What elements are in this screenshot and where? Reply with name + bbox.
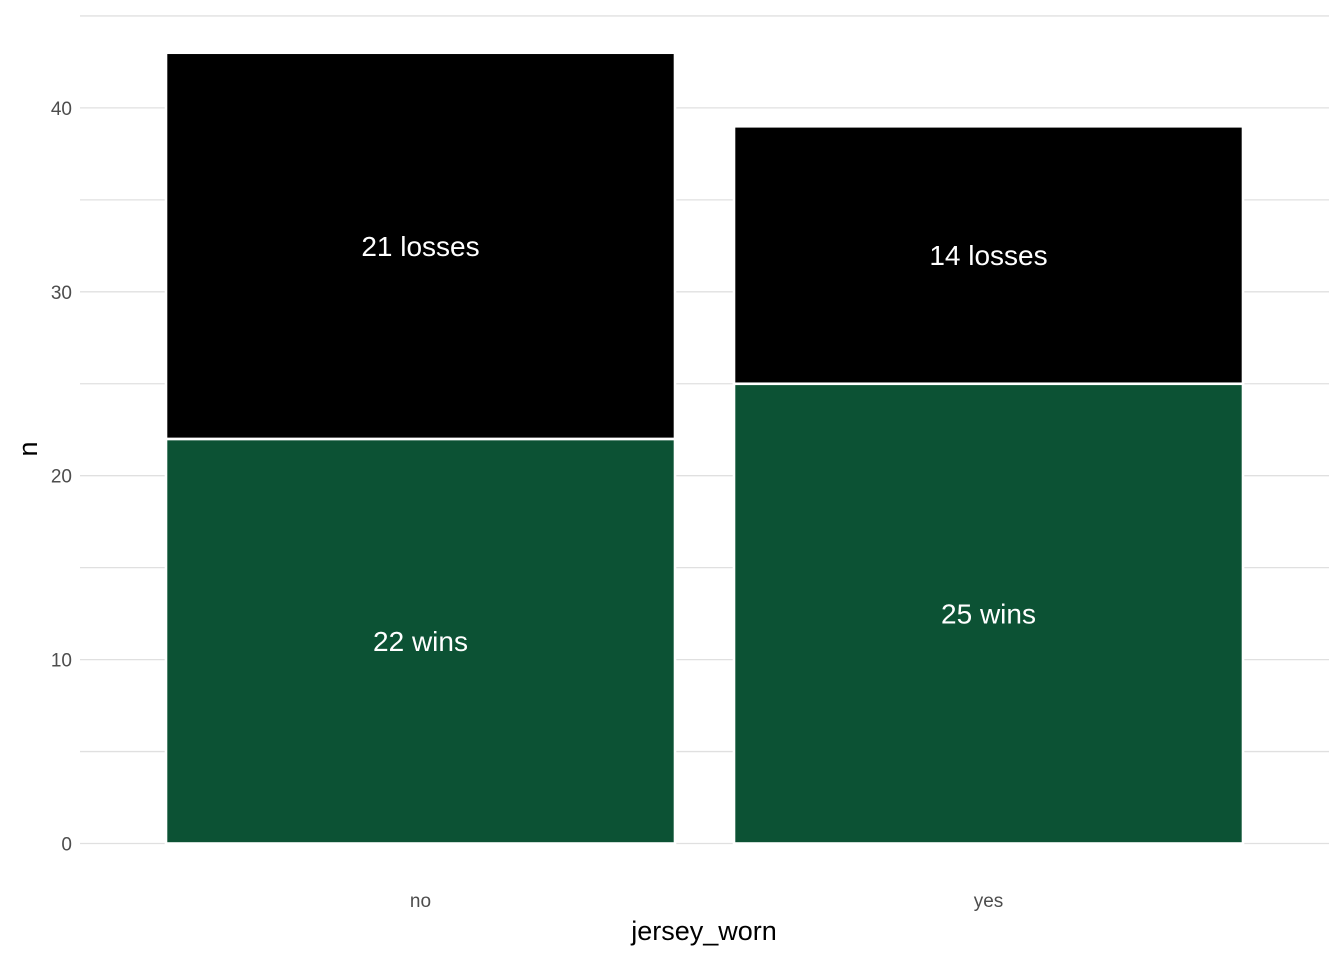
x-tick-label: yes (974, 891, 1004, 912)
y-axis-title: n (13, 441, 43, 456)
bar-label-losses-no: 21 losses (361, 231, 479, 262)
bar-label-wins-yes: 25 wins (941, 599, 1036, 630)
axis-layer: 0 10 20 30 40 no yes (51, 99, 1003, 912)
y-tick-label: 10 (51, 651, 72, 672)
y-tick-label: 30 (51, 283, 72, 304)
bar-wins-yes (732, 382, 1245, 845)
bar-losses-yes (732, 124, 1245, 386)
bar-label-wins-no: 22 wins (373, 626, 468, 657)
y-tick-label: 20 (51, 467, 72, 488)
x-tick-label: no (410, 891, 431, 912)
bar-label-losses-yes: 14 losses (929, 240, 1047, 271)
bar-layer (164, 51, 1245, 845)
y-tick-label: 40 (51, 99, 72, 120)
x-axis-title: jersey_worn (630, 916, 777, 946)
bar-losses-no (164, 51, 677, 441)
bar-label-layer: 22 wins 21 losses 25 wins 14 losses (361, 231, 1047, 657)
y-tick-label: 0 (61, 835, 72, 856)
